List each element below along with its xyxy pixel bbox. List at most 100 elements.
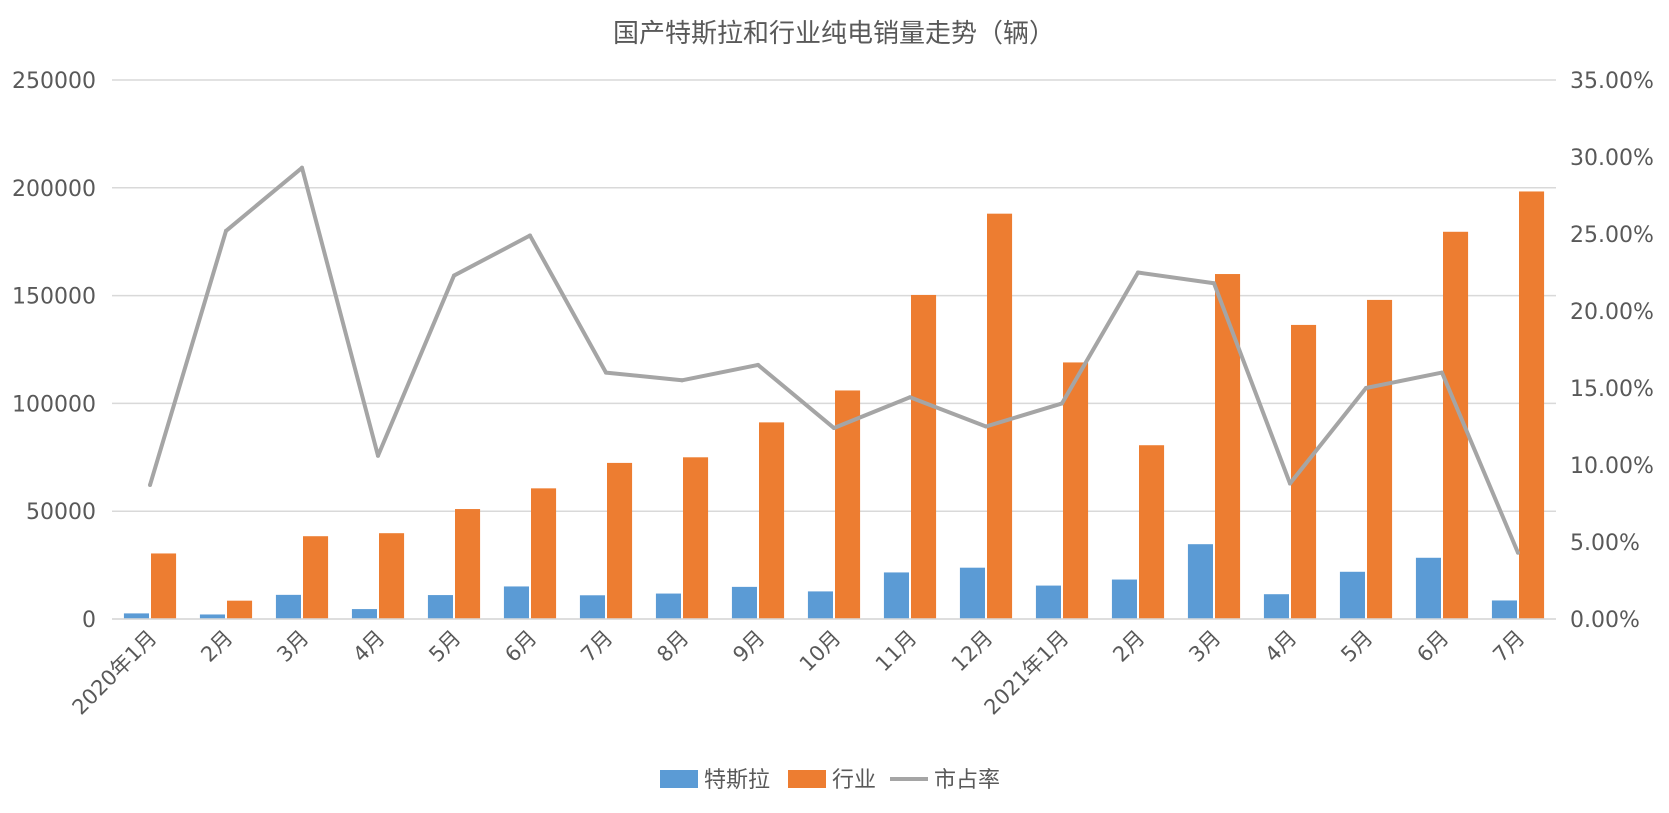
line-point bbox=[908, 395, 912, 400]
line-point bbox=[1440, 370, 1444, 375]
line-point bbox=[376, 453, 380, 458]
line-point bbox=[1516, 550, 1520, 555]
line-point bbox=[224, 228, 228, 233]
y-tick-label-right: 35.00% bbox=[1570, 69, 1654, 94]
bar-特斯拉 bbox=[503, 586, 529, 619]
bar-行业 bbox=[835, 390, 861, 619]
x-tick-label: 4月 bbox=[348, 626, 389, 667]
y-tick-label-left: 250000 bbox=[12, 69, 96, 94]
line-point bbox=[680, 378, 684, 383]
bar-特斯拉 bbox=[1263, 594, 1289, 619]
bar-特斯拉 bbox=[351, 609, 377, 619]
bar-行业 bbox=[151, 553, 177, 619]
bar-行业 bbox=[531, 488, 557, 619]
legend-label-特斯拉: 特斯拉 bbox=[704, 768, 770, 793]
x-tick-label: 8月 bbox=[652, 626, 693, 667]
bar-特斯拉 bbox=[807, 591, 833, 619]
bar-行业 bbox=[683, 457, 709, 619]
x-tick-label: 12月 bbox=[947, 626, 998, 677]
line-point bbox=[528, 233, 532, 238]
line-point bbox=[984, 424, 988, 429]
bar-行业 bbox=[303, 536, 329, 619]
bar-特斯拉 bbox=[731, 586, 757, 619]
x-tick-label: 6月 bbox=[1412, 626, 1453, 667]
x-tick-label: 3月 bbox=[1184, 626, 1225, 667]
bars bbox=[123, 191, 1545, 619]
bar-特斯拉 bbox=[427, 595, 453, 619]
line-point bbox=[1060, 401, 1064, 406]
line-point bbox=[148, 483, 152, 488]
y-tick-label-left: 100000 bbox=[12, 392, 96, 417]
line-point bbox=[452, 273, 456, 278]
y-tick-label-left: 50000 bbox=[26, 500, 96, 525]
legend: 特斯拉 行业 市占率 bbox=[660, 768, 1000, 793]
line-point bbox=[1212, 281, 1216, 286]
x-tick-label: 2月 bbox=[196, 626, 237, 667]
bar-特斯拉 bbox=[1339, 571, 1365, 619]
y-axis-right: 0.00% 5.00% 10.00% 15.00% 20.00% 25.00% 30.00%… bbox=[1570, 69, 1654, 633]
x-tick-label: 5月 bbox=[424, 626, 465, 667]
x-tick-label: 7月 bbox=[576, 626, 617, 667]
y-tick-label-right: 15.00% bbox=[1570, 377, 1654, 402]
bar-特斯拉 bbox=[579, 595, 605, 619]
bar-特斯拉 bbox=[199, 614, 225, 619]
line-point bbox=[1288, 481, 1292, 486]
legend-label-行业: 行业 bbox=[832, 768, 876, 793]
y-tick-label-right: 25.00% bbox=[1570, 223, 1654, 248]
line-point bbox=[300, 165, 304, 170]
x-tick-label: 7月 bbox=[1488, 626, 1529, 667]
x-tick-label: 2020年1月 bbox=[68, 626, 162, 720]
line-point bbox=[1364, 386, 1368, 390]
x-tick-label: 5月 bbox=[1336, 626, 1377, 667]
x-tick-label: 10月 bbox=[795, 626, 846, 677]
bar-行业 bbox=[1215, 274, 1241, 619]
legend-swatch-行业 bbox=[788, 770, 826, 788]
line-point bbox=[832, 426, 836, 431]
bar-特斯拉 bbox=[1491, 600, 1517, 619]
bar-行业 bbox=[1063, 362, 1089, 619]
y-axis-left: 0 50000 100000 150000 200000 250000 bbox=[12, 69, 96, 633]
bar-特斯拉 bbox=[1111, 579, 1137, 619]
y-tick-label-right: 10.00% bbox=[1570, 454, 1654, 479]
y-tick-label-left: 150000 bbox=[12, 285, 96, 310]
bar-行业 bbox=[607, 462, 633, 619]
x-tick-label: 6月 bbox=[500, 626, 541, 667]
bar-行业 bbox=[1291, 324, 1317, 619]
bar-特斯拉 bbox=[123, 613, 149, 619]
line-point bbox=[1136, 270, 1140, 275]
bar-行业 bbox=[987, 213, 1013, 619]
bar-行业 bbox=[1139, 445, 1165, 619]
chart-title: 国产特斯拉和行业纯电销量走势（辆） bbox=[613, 19, 1055, 49]
bar-特斯拉 bbox=[275, 594, 301, 619]
bar-特斯拉 bbox=[655, 593, 681, 619]
legend-swatch-特斯拉 bbox=[660, 770, 698, 788]
x-tick-label: 4月 bbox=[1260, 626, 1301, 667]
y-tick-label-right: 20.00% bbox=[1570, 300, 1654, 325]
share-line bbox=[148, 165, 1520, 555]
y-tick-label-left: 0 bbox=[82, 608, 96, 633]
bar-特斯拉 bbox=[1187, 544, 1213, 619]
bar-特斯拉 bbox=[959, 567, 985, 619]
x-tick-label: 11月 bbox=[871, 626, 922, 677]
bar-特斯拉 bbox=[1415, 557, 1441, 619]
x-tick-label: 3月 bbox=[272, 626, 313, 667]
x-tick-label: 9月 bbox=[728, 626, 769, 667]
bar-行业 bbox=[759, 422, 785, 619]
line-point bbox=[604, 370, 608, 375]
gridlines bbox=[112, 79, 1556, 620]
bar-行业 bbox=[455, 509, 481, 619]
y-tick-label-right: 30.00% bbox=[1570, 146, 1654, 171]
y-tick-label-right: 5.00% bbox=[1570, 531, 1640, 556]
legend-label-市占率: 市占率 bbox=[934, 768, 1000, 793]
bar-行业 bbox=[1519, 191, 1545, 619]
bar-行业 bbox=[1367, 299, 1393, 619]
x-tick-label: 2月 bbox=[1108, 626, 1149, 667]
bar-行业 bbox=[911, 294, 937, 619]
y-tick-label-right: 0.00% bbox=[1570, 608, 1640, 633]
y-tick-label-left: 200000 bbox=[12, 177, 96, 202]
bar-行业 bbox=[379, 533, 405, 619]
bar-特斯拉 bbox=[1035, 585, 1061, 619]
